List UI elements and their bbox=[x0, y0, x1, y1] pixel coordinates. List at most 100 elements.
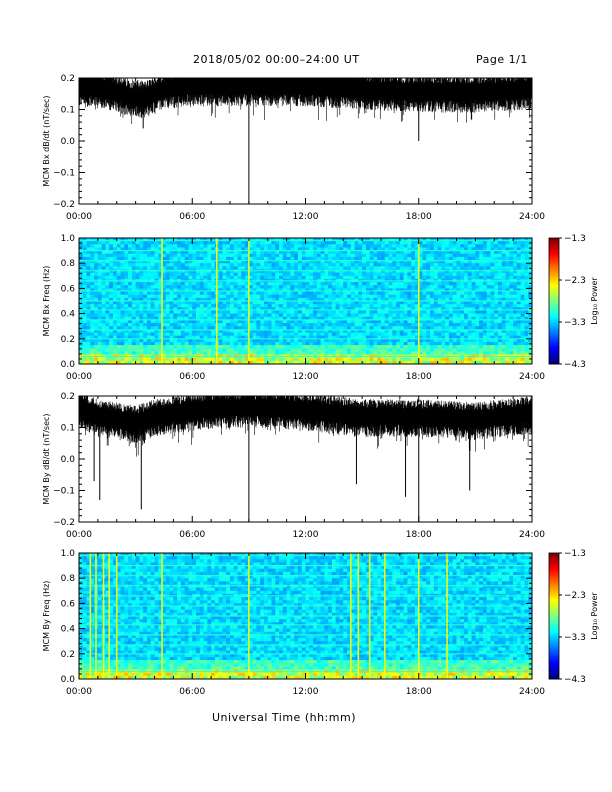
spectrogram-cell bbox=[448, 297, 454, 302]
spectrogram-cell bbox=[116, 266, 121, 270]
spectrogram-cell bbox=[501, 275, 506, 280]
spectrogram-cell bbox=[418, 319, 423, 324]
spectrogram-cell bbox=[158, 250, 163, 255]
spectrogram-cell bbox=[365, 285, 371, 289]
spectrogram-cell bbox=[256, 260, 261, 264]
spectrogram-cell bbox=[501, 256, 506, 261]
spectrogram-cell bbox=[226, 319, 231, 324]
spectrogram-cell bbox=[82, 329, 87, 333]
spectrogram-cell bbox=[365, 291, 371, 296]
spectrogram-cell bbox=[248, 263, 254, 267]
spectrogram-cell bbox=[165, 313, 170, 318]
spectrogram-cell bbox=[350, 256, 355, 261]
spectrogram-cell bbox=[350, 282, 355, 286]
spectrogram-cell bbox=[158, 288, 163, 292]
spectrogram-cell bbox=[452, 338, 457, 343]
spectrogram-cell bbox=[490, 275, 495, 280]
spectrogram-cell bbox=[399, 307, 405, 311]
spectrogram-cell bbox=[471, 357, 476, 362]
spectrogram-cell bbox=[479, 297, 484, 302]
spectrogram-cell bbox=[381, 250, 386, 255]
spectrogram-cell bbox=[365, 260, 371, 264]
spectrogram-cell bbox=[305, 250, 310, 255]
spectrogram-cell bbox=[365, 241, 371, 245]
spectrogram-cell bbox=[131, 247, 137, 251]
spectrogram-cell bbox=[146, 301, 152, 305]
spectrogram-cell bbox=[241, 266, 246, 270]
spectrogram-cell bbox=[97, 288, 103, 292]
spectrogram-cell bbox=[90, 332, 95, 337]
spectrogram-cell bbox=[267, 304, 272, 308]
spectrogram-cell bbox=[256, 275, 261, 280]
spectrogram-cell bbox=[498, 345, 503, 349]
spectrogram-cell bbox=[392, 319, 397, 324]
spectrogram-cell bbox=[486, 332, 491, 337]
spectrogram-cell bbox=[241, 341, 246, 346]
spectrogram-cell bbox=[460, 253, 465, 258]
spectrogram-cell bbox=[456, 341, 461, 346]
spectrogram-cell bbox=[494, 241, 499, 245]
spectrogram-cell bbox=[86, 310, 91, 314]
spectrogram-cell bbox=[490, 266, 495, 270]
spectrogram-cell bbox=[399, 357, 405, 362]
spectrogram-cell bbox=[520, 313, 525, 318]
colorbar-segment bbox=[549, 288, 559, 291]
spectrogram-cell bbox=[441, 326, 446, 330]
spectrogram-cell bbox=[403, 288, 408, 292]
spectrogram-cell bbox=[275, 301, 280, 305]
spectrogram-cell bbox=[128, 241, 133, 245]
spectrogram-cell bbox=[267, 323, 272, 327]
spectrogram-cell bbox=[226, 247, 231, 251]
spectrogram-cell bbox=[524, 310, 529, 314]
spectrogram-cell bbox=[505, 266, 510, 270]
spectrogram-cell bbox=[403, 326, 408, 330]
spectrogram-cell bbox=[309, 348, 314, 352]
spectrogram-cell bbox=[196, 285, 201, 289]
spectrogram-cell bbox=[309, 241, 314, 245]
spectrogram-cell bbox=[282, 272, 288, 277]
spectrogram-cell bbox=[192, 304, 197, 308]
spectrogram-cell bbox=[486, 253, 491, 258]
spectrogram-cell bbox=[146, 238, 152, 242]
spectrogram-cell bbox=[384, 282, 389, 286]
spectrogram-cell bbox=[471, 360, 476, 365]
spectrogram-cell bbox=[328, 297, 333, 302]
spectrogram-cell bbox=[388, 345, 393, 349]
spectrogram-cell bbox=[365, 263, 371, 267]
spectrogram-cell bbox=[350, 294, 355, 299]
spectrogram-cell bbox=[524, 238, 529, 242]
spectrogram-cell bbox=[426, 338, 431, 343]
spectrogram-cell bbox=[79, 282, 84, 286]
spectrogram-cell bbox=[486, 285, 491, 289]
spectrogram-cell bbox=[222, 238, 227, 242]
spectrogram-cell bbox=[358, 301, 363, 305]
spectrogram-cell bbox=[441, 244, 446, 248]
spectrogram-cell bbox=[448, 326, 454, 330]
spectrogram-cell bbox=[320, 326, 325, 330]
spectrogram-cell bbox=[482, 332, 488, 337]
spectrogram-cell bbox=[384, 319, 389, 324]
spectrogram-cell bbox=[275, 326, 280, 330]
spectrogram-cell bbox=[131, 241, 137, 245]
spectrogram-cell bbox=[388, 238, 393, 242]
spectrogram-cell bbox=[116, 319, 121, 324]
spectrogram-cell bbox=[365, 341, 371, 346]
spectrogram-cell bbox=[313, 316, 318, 321]
spectrogram-cell bbox=[324, 335, 329, 340]
spectrogram-cell bbox=[109, 316, 114, 321]
spectrogram-cell bbox=[165, 294, 170, 299]
spectrogram-cell bbox=[399, 341, 405, 346]
spectrogram-cell bbox=[279, 313, 284, 318]
spectrogram-cell bbox=[248, 329, 254, 333]
spectrogram-cell bbox=[313, 307, 318, 311]
spectrogram-cell bbox=[297, 357, 303, 362]
spectrogram-cell bbox=[146, 304, 152, 308]
spectrogram-cell bbox=[294, 244, 299, 248]
spectrogram-cell bbox=[422, 313, 427, 318]
spectrogram-cell bbox=[252, 351, 257, 355]
spectrogram-cell bbox=[392, 307, 397, 311]
spectrogram-cell bbox=[396, 275, 401, 280]
spectrogram-cell bbox=[267, 341, 272, 346]
spectrogram-cell bbox=[388, 282, 393, 286]
spectrogram-cell bbox=[505, 316, 510, 321]
